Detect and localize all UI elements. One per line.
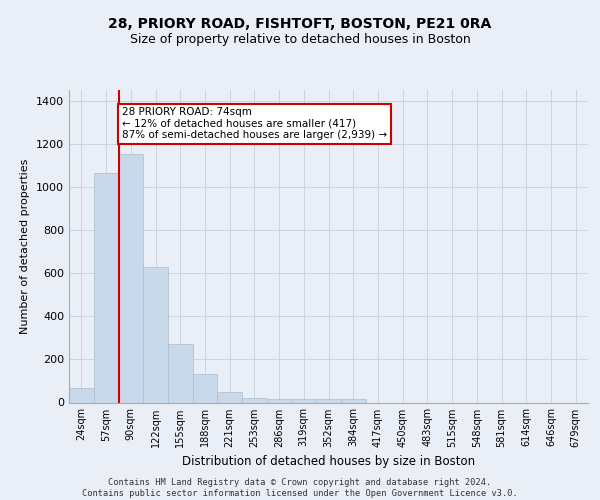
Y-axis label: Number of detached properties: Number of detached properties — [20, 158, 31, 334]
Bar — [267, 398, 292, 402]
Bar — [193, 374, 217, 402]
Bar — [168, 344, 193, 403]
Text: Contains HM Land Registry data © Crown copyright and database right 2024.
Contai: Contains HM Land Registry data © Crown c… — [82, 478, 518, 498]
Bar — [242, 398, 267, 402]
Bar — [341, 400, 365, 402]
X-axis label: Distribution of detached houses by size in Boston: Distribution of detached houses by size … — [182, 455, 475, 468]
Bar — [316, 398, 341, 402]
Text: Size of property relative to detached houses in Boston: Size of property relative to detached ho… — [130, 32, 470, 46]
Bar — [143, 266, 168, 402]
Text: 28 PRIORY ROAD: 74sqm
← 12% of detached houses are smaller (417)
87% of semi-det: 28 PRIORY ROAD: 74sqm ← 12% of detached … — [122, 107, 387, 140]
Bar — [292, 400, 316, 402]
Bar — [217, 392, 242, 402]
Bar — [94, 173, 118, 402]
Bar — [69, 388, 94, 402]
Text: 28, PRIORY ROAD, FISHTOFT, BOSTON, PE21 0RA: 28, PRIORY ROAD, FISHTOFT, BOSTON, PE21 … — [109, 18, 491, 32]
Bar — [118, 154, 143, 402]
